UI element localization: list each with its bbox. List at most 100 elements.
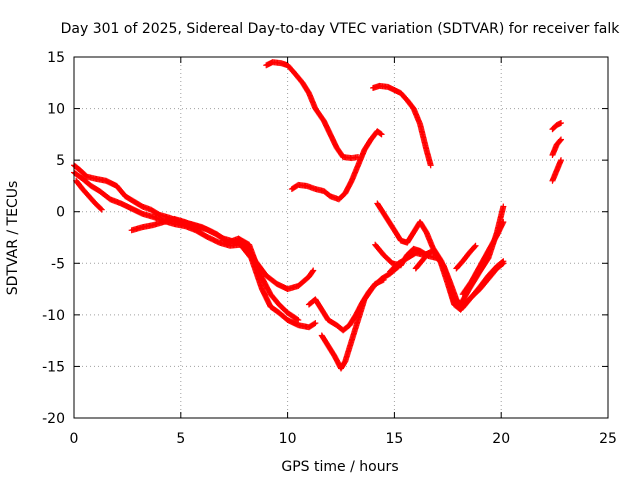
- data-point: [346, 312, 359, 329]
- data-point: [417, 219, 429, 235]
- data-points: [71, 59, 565, 372]
- x-tick-label: 5: [176, 431, 185, 447]
- data-point: [558, 157, 565, 164]
- data-point: [305, 320, 318, 331]
- y-tick-label: -20: [42, 411, 65, 427]
- data-point: [549, 168, 560, 184]
- data-point: [340, 322, 352, 334]
- data-point: [73, 177, 85, 192]
- data-point: [79, 175, 94, 189]
- x-tick-label: 0: [70, 431, 79, 447]
- y-tick-label: 5: [56, 153, 65, 169]
- y-tick-label: 15: [47, 50, 65, 66]
- data-point: [558, 136, 565, 143]
- sdtvar-track-4: [128, 215, 302, 324]
- data-point: [299, 79, 312, 96]
- x-tick-label: 20: [492, 431, 510, 447]
- data-point: [382, 213, 397, 233]
- data-point: [500, 219, 507, 226]
- data-point: [397, 90, 410, 103]
- data-point: [423, 146, 434, 168]
- data-point: [122, 193, 136, 204]
- sdtvar-track-6: [318, 263, 402, 372]
- y-tick-label: -5: [51, 256, 65, 272]
- data-point: [500, 203, 507, 210]
- axis-ticks: 0 5 10 15 20 25 -20 -15 -10 -5 0 5 10 15: [42, 50, 617, 447]
- y-axis-label: SDTVAR / TECUs: [5, 181, 21, 296]
- data-point: [327, 131, 340, 150]
- data-point: [88, 182, 102, 194]
- data-point: [355, 148, 368, 169]
- data-point: [305, 90, 318, 111]
- data-point: [457, 297, 472, 313]
- data-point: [485, 266, 500, 282]
- data-point: [459, 279, 474, 298]
- data-point: [258, 286, 273, 309]
- data-point: [374, 200, 389, 219]
- data-point: [203, 226, 220, 237]
- sdtvar-track-7: [263, 59, 362, 162]
- data-point: [96, 188, 113, 202]
- data-point: [284, 309, 301, 323]
- data-point: [342, 338, 355, 365]
- sdtvar-track-17: [549, 136, 565, 158]
- data-point: [139, 222, 155, 231]
- sdtvar-track-9: [370, 82, 434, 169]
- data-point: [303, 182, 318, 192]
- sdtvar-track-12: [387, 247, 507, 313]
- data-point: [493, 261, 506, 272]
- data-point: [374, 128, 384, 137]
- data-point: [395, 255, 410, 267]
- x-tick-label: 15: [385, 431, 403, 447]
- data-point: [256, 270, 273, 297]
- x-axis-label: GPS time / hours: [281, 459, 398, 475]
- data-point: [397, 237, 410, 246]
- sdtvar-track-16: [549, 120, 565, 133]
- chart-title: Day 301 of 2025, Sidereal Day-to-day VTE…: [61, 21, 621, 37]
- data-point: [310, 267, 317, 274]
- data-point: [380, 252, 395, 266]
- data-point: [98, 206, 105, 213]
- y-tick-label: -10: [42, 308, 65, 324]
- data-point: [361, 285, 376, 303]
- data-point: [333, 144, 346, 160]
- data-point: [427, 162, 434, 169]
- sdtvar-track-14: [453, 242, 479, 272]
- data-point: [325, 317, 339, 328]
- data-point: [404, 230, 416, 246]
- sdtvar-track-8: [288, 128, 385, 203]
- y-tick-label: 10: [47, 102, 65, 118]
- data-point: [500, 260, 507, 267]
- data-point: [493, 220, 506, 239]
- data-point: [472, 242, 479, 249]
- data-point: [485, 233, 500, 254]
- data-point: [284, 317, 301, 328]
- data-point: [476, 249, 491, 270]
- data-point: [466, 243, 478, 256]
- sdtvar-track-3: [73, 177, 105, 213]
- data-point: [150, 213, 166, 224]
- data-point: [203, 233, 222, 246]
- data-point: [417, 121, 430, 152]
- data-point: [421, 255, 428, 262]
- data-point: [113, 182, 128, 199]
- data-point: [378, 131, 385, 138]
- data-point: [235, 235, 252, 248]
- sdtvar-track-18: [549, 157, 565, 184]
- data-point: [295, 317, 302, 324]
- data-point: [342, 178, 355, 197]
- data-point: [284, 62, 297, 75]
- y-tick-label: 0: [56, 205, 65, 221]
- data-point: [312, 105, 327, 123]
- sdtvar-track-15: [459, 219, 507, 298]
- data-point: [355, 297, 368, 324]
- data-point: [192, 223, 209, 232]
- data-point: [553, 120, 563, 129]
- data-point: [267, 291, 282, 307]
- data-point: [224, 235, 241, 246]
- plot-frame: [73, 56, 609, 419]
- x-tick-label: 10: [279, 431, 297, 447]
- data-point: [384, 83, 397, 93]
- y-tick-label: -15: [42, 359, 65, 375]
